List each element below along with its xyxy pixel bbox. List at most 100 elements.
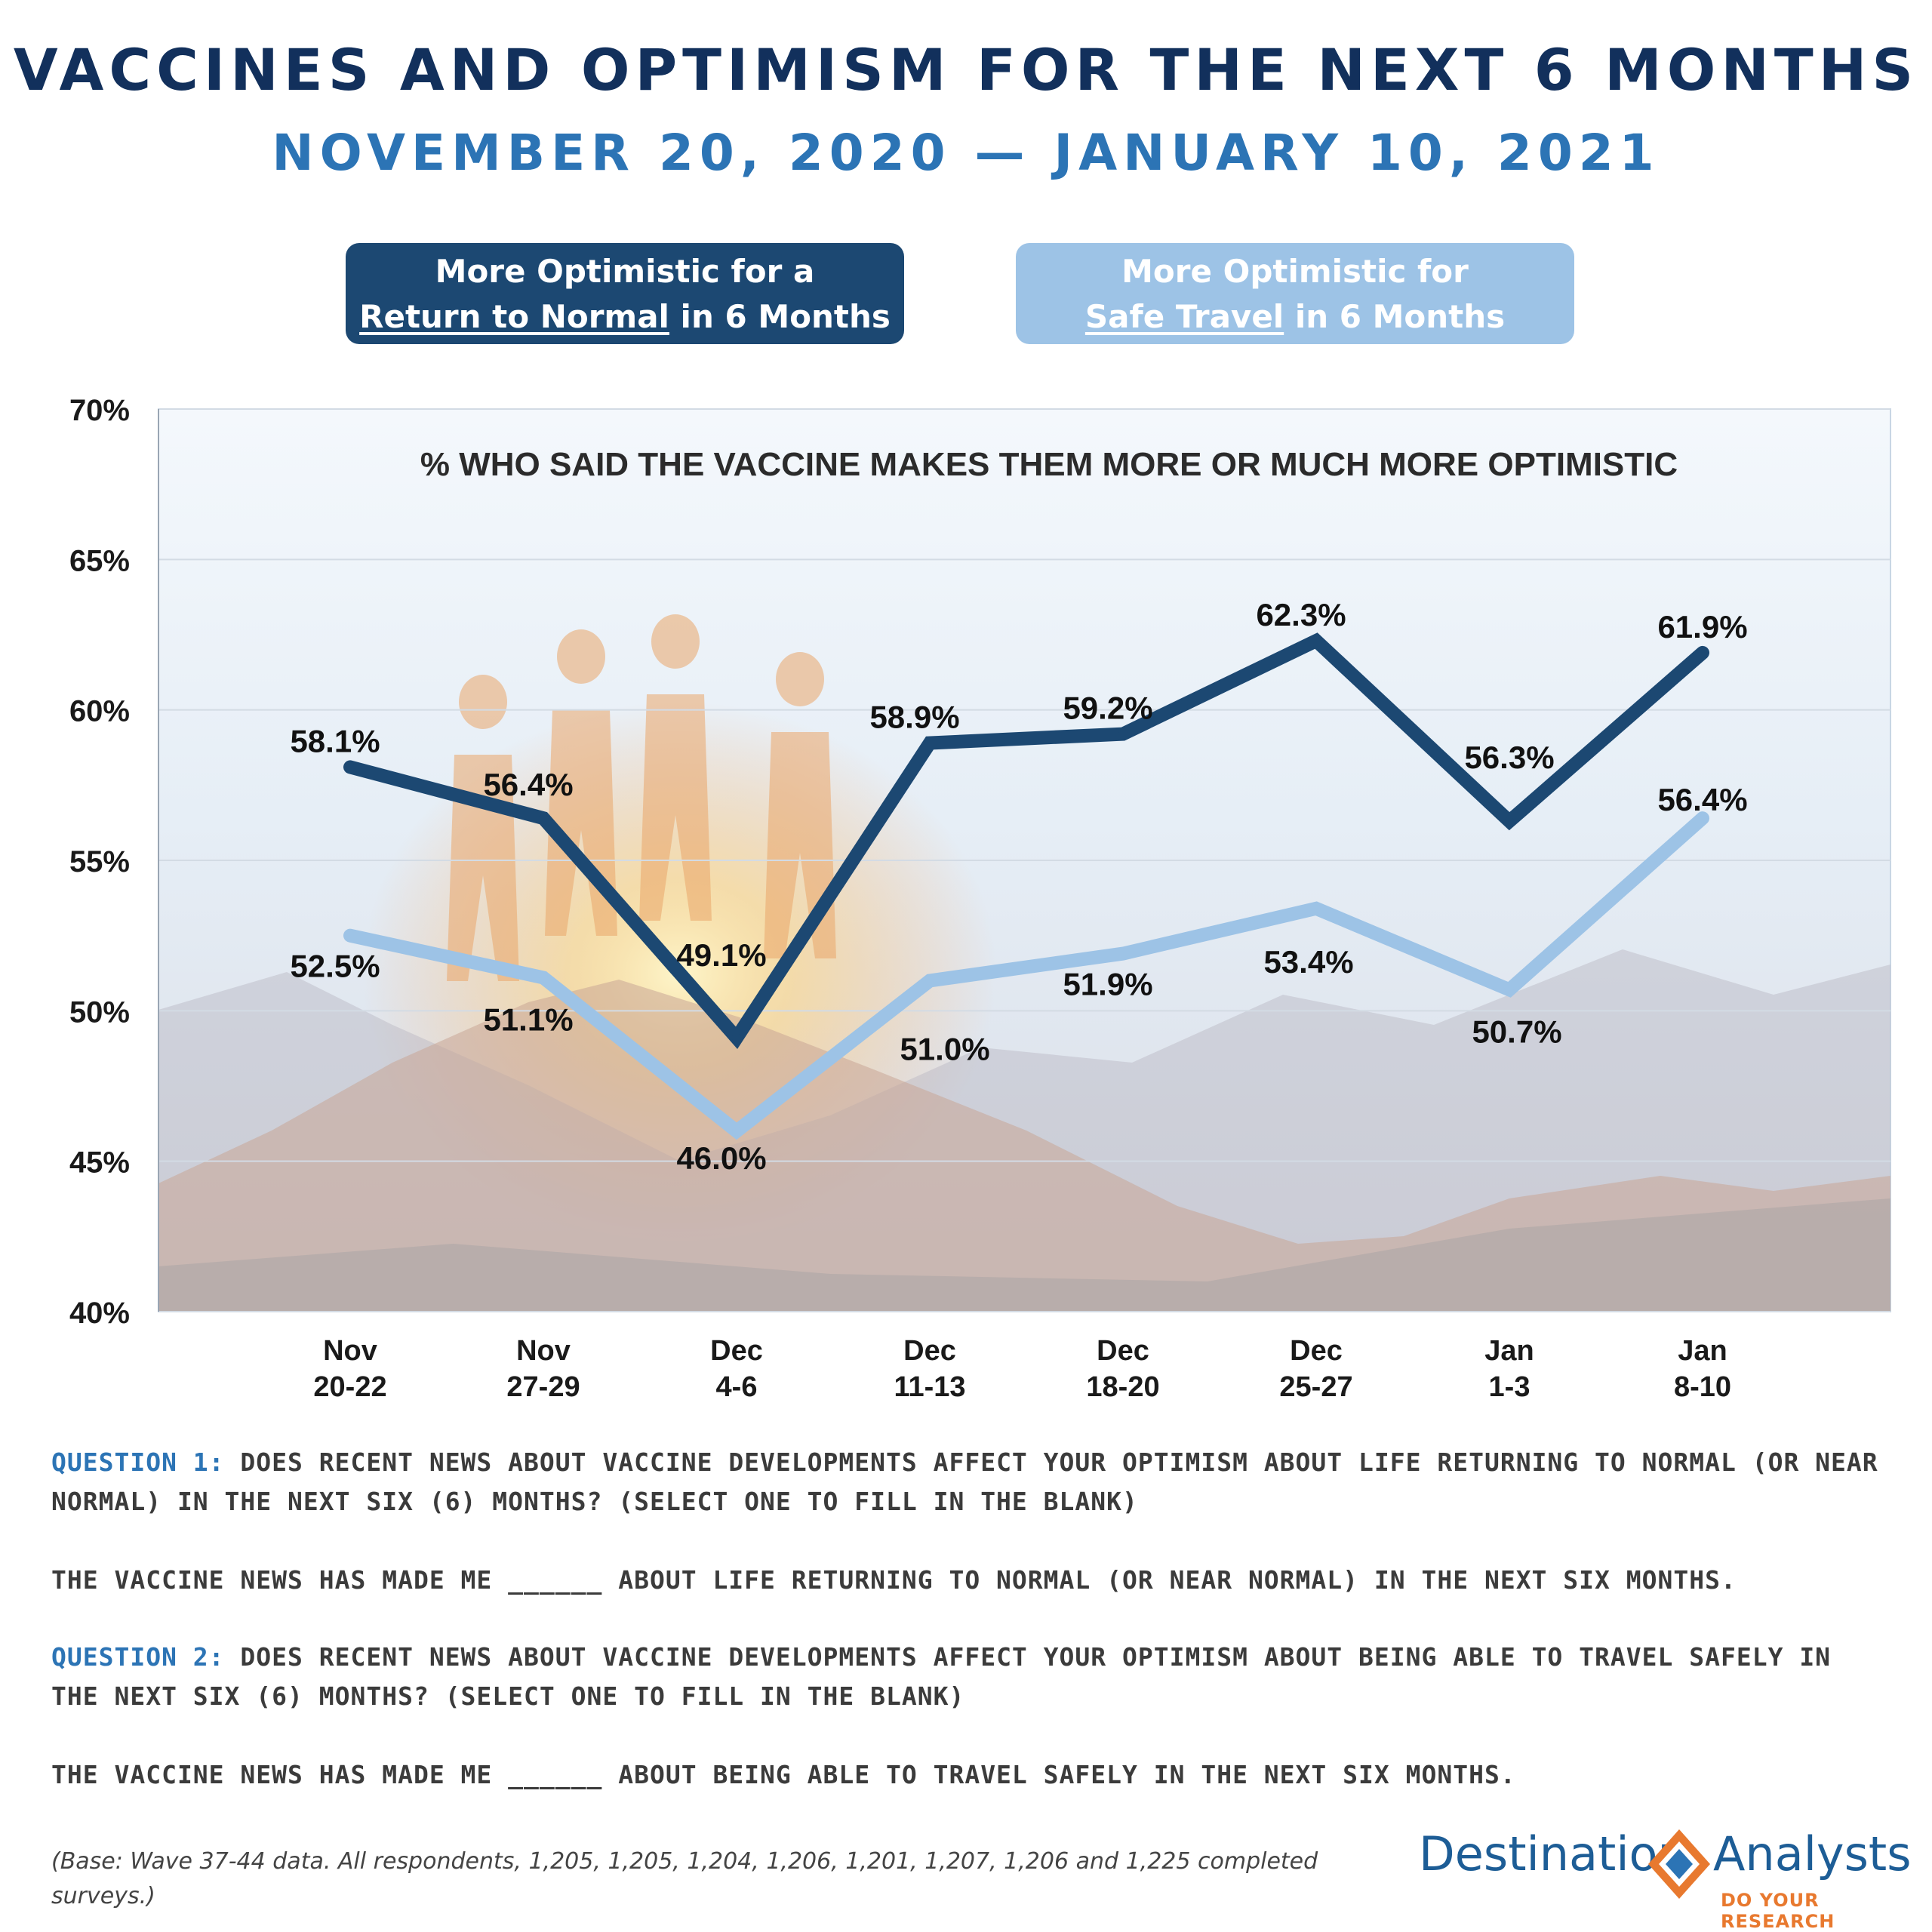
- question-2-text: DOES RECENT NEWS ABOUT VACCINE DEVELOPME…: [51, 1642, 1832, 1711]
- x-tick-label: Dec 11-13: [894, 1335, 965, 1403]
- x-tick-label: Dec 25-27: [1279, 1335, 1352, 1403]
- x-tick-days: 27-29: [506, 1371, 580, 1403]
- y-tick-label: 45%: [69, 1146, 130, 1180]
- series-line-return-to-normal: [343, 632, 1709, 1050]
- data-labels: 58.1% 56.4% 49.1% 58.9% 59.2% 62.3% 56.3% 61.9%…: [290, 597, 1747, 1176]
- x-tick-month: Dec: [710, 1335, 763, 1367]
- data-label: 51.0%: [900, 1031, 989, 1066]
- data-point: [732, 1033, 741, 1043]
- x-tick-days: 20-22: [313, 1371, 386, 1403]
- person-silhouette-3: [639, 614, 712, 921]
- question-1: QUESTION 1: DOES RECENT NEWS ABOUT VACCI…: [51, 1443, 1893, 1521]
- data-point: [925, 738, 934, 748]
- legend-travel-line1: More Optimistic for: [1121, 253, 1469, 290]
- x-tick-days: 18-20: [1086, 1371, 1159, 1403]
- logo-word-destination: Destination: [1419, 1826, 1687, 1881]
- data-point: [539, 814, 548, 823]
- legend-safe-travel: More Optimistic for Safe Travel in 6 Mon…: [1016, 243, 1574, 344]
- data-point: [346, 762, 355, 772]
- legend-normal-line2: Return to Normal in 6 Months: [346, 294, 904, 340]
- data-label: 56.4%: [1657, 782, 1747, 817]
- data-point: [1118, 729, 1128, 739]
- y-tick-label: 60%: [69, 695, 130, 728]
- chart-title: % WHO SAID THE VACCINE MAKES THEM MORE O…: [420, 446, 1678, 483]
- x-tick-days: 25-27: [1279, 1371, 1352, 1403]
- legend-normal-line1: More Optimistic for a: [435, 253, 815, 290]
- x-tick-month: Dec: [1097, 1335, 1149, 1367]
- question-2: QUESTION 2: DOES RECENT NEWS ABOUT VACCI…: [51, 1638, 1893, 1716]
- data-label: 46.0%: [676, 1140, 766, 1176]
- y-tick-label: 50%: [69, 995, 130, 1029]
- data-point: [539, 973, 548, 983]
- y-axis: 40% 45% 50% 55% 60% 65% 70%: [69, 394, 130, 1330]
- x-tick-month: Dec: [903, 1335, 956, 1367]
- base-note: (Base: Wave 37-44 data. All respondents,…: [51, 1848, 1318, 1909]
- legend-normal-rest: in 6 Months: [669, 298, 891, 335]
- data-point: [1698, 648, 1707, 657]
- x-tick-label: Dec 18-20: [1086, 1335, 1159, 1403]
- legend-normal-underlined: Return to Normal: [359, 298, 669, 335]
- data-label: 51.9%: [1063, 967, 1152, 1002]
- page-title: VACCINES AND OPTIMISM FOR THE NEXT 6 MON…: [13, 36, 1919, 103]
- line-chart: 40% 45% 50% 55% 60% 65% 70% Nov 20-22 Nov 27-29 De…: [69, 394, 1891, 1403]
- question-2-fill: THE VACCINE NEWS HAS MADE ME ______ ABOU…: [51, 1760, 1516, 1789]
- data-label: 53.4%: [1263, 944, 1353, 980]
- mountain-front: [158, 980, 1890, 1312]
- data-label: 52.5%: [290, 949, 380, 984]
- person-silhouette-4: [764, 652, 836, 958]
- data-label: 56.4%: [483, 767, 573, 802]
- x-tick-label: Nov 20-22: [313, 1335, 386, 1403]
- data-label: 59.2%: [1063, 691, 1152, 726]
- x-tick-month: Dec: [1290, 1335, 1343, 1367]
- x-tick-days: 11-13: [894, 1371, 965, 1403]
- person-silhouette-1: [447, 675, 519, 981]
- gridlines: [158, 408, 1890, 1312]
- data-point: [346, 931, 355, 940]
- data-point: [1312, 903, 1321, 913]
- data-label: 50.7%: [1472, 1014, 1561, 1049]
- x-tick-label: Jan 1-3: [1484, 1335, 1534, 1403]
- data-label: 56.3%: [1464, 740, 1554, 775]
- x-tick-month: Nov: [323, 1335, 377, 1367]
- data-point: [732, 1126, 741, 1136]
- x-tick-month: Jan: [1484, 1335, 1534, 1367]
- data-label: 58.9%: [869, 700, 959, 735]
- data-label: 58.1%: [290, 723, 380, 758]
- y-tick-label: 55%: [69, 845, 130, 878]
- data-label: 61.9%: [1657, 609, 1747, 645]
- legend-travel-line2: Safe Travel in 6 Months: [1016, 294, 1574, 340]
- y-tick-label: 40%: [69, 1297, 130, 1330]
- data-label: 51.1%: [483, 1001, 573, 1037]
- question-1-text: DOES RECENT NEWS ABOUT VACCINE DEVELOPME…: [51, 1447, 1878, 1516]
- diamond-logo-icon: [1648, 1829, 1710, 1899]
- x-tick-label: Nov 27-29: [506, 1335, 580, 1403]
- legend-return-to-normal: More Optimistic for a Return to Normal i…: [346, 243, 904, 344]
- data-point: [1312, 635, 1321, 645]
- data-label: 62.3%: [1256, 597, 1346, 632]
- logo-word-analysts: Analysts: [1713, 1826, 1912, 1881]
- x-tick-days: 4-6: [716, 1371, 758, 1403]
- page-subtitle: NOVEMBER 20, 2020 — JANUARY 10, 2021: [272, 124, 1660, 182]
- x-tick-days: 1-3: [1489, 1371, 1531, 1403]
- question-1-label: QUESTION 1:: [51, 1447, 225, 1477]
- y-tick-label: 70%: [69, 394, 130, 427]
- series-layer: [343, 632, 1709, 1140]
- y-tick-label: 65%: [69, 544, 130, 577]
- destination-analysts-logo: Destination Analysts DO YOUR RESEARCH: [1419, 1826, 1917, 1932]
- data-point: [925, 976, 934, 986]
- x-tick-label: Jan 8-10: [1674, 1335, 1731, 1403]
- x-tick-month: Jan: [1678, 1335, 1727, 1367]
- question-2-label: QUESTION 2:: [51, 1642, 225, 1672]
- data-point: [1118, 949, 1128, 958]
- series-line-safe-travel: [343, 811, 1709, 1140]
- question-1-fill: THE VACCINE NEWS HAS MADE ME ______ ABOU…: [51, 1565, 1737, 1595]
- x-tick-days: 8-10: [1674, 1371, 1731, 1403]
- person-silhouette-2: [545, 629, 617, 936]
- data-point: [1698, 814, 1707, 823]
- legend-travel-rest: in 6 Months: [1284, 298, 1506, 335]
- data-point: [1505, 817, 1514, 826]
- data-label: 49.1%: [676, 937, 766, 973]
- legend-travel-underlined: Safe Travel: [1084, 298, 1284, 335]
- data-point: [1505, 985, 1514, 995]
- logo-tagline: DO YOUR RESEARCH: [1721, 1890, 1835, 1932]
